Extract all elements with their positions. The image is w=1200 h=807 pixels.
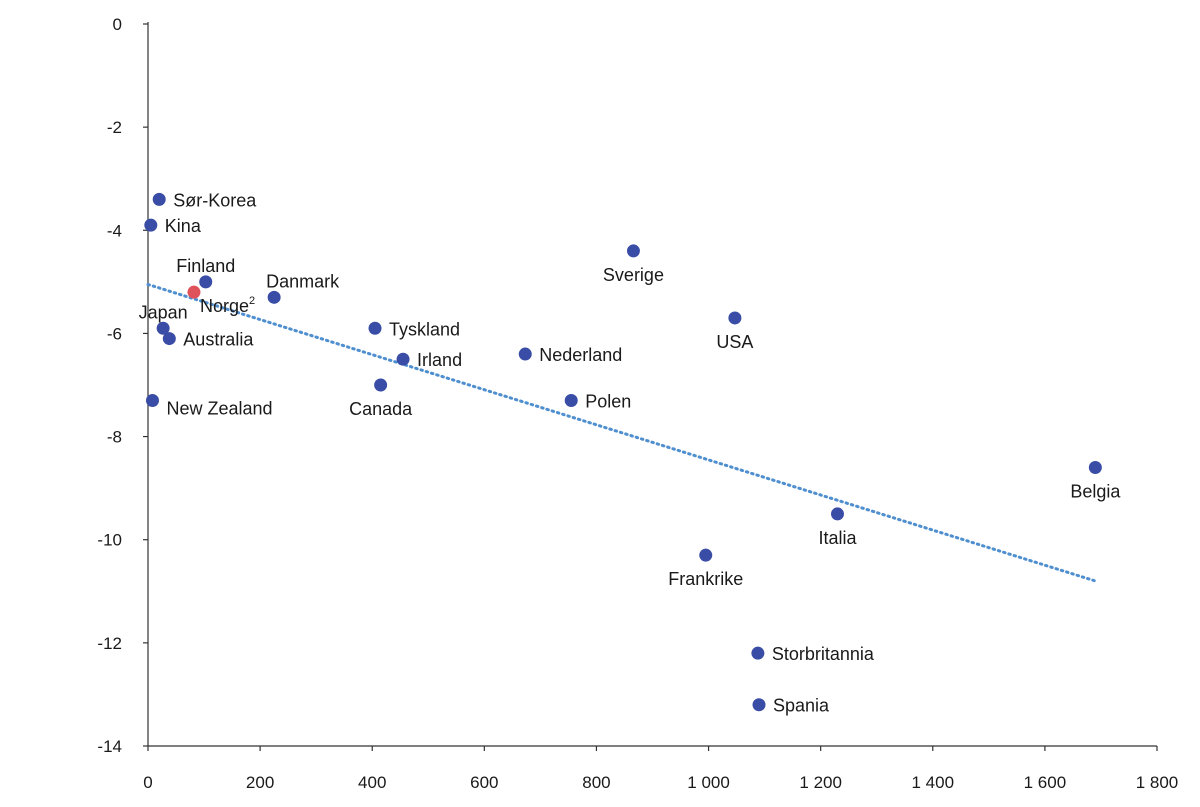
point-label: Japan: [139, 302, 188, 322]
point-label-text: Sør-Korea: [173, 190, 257, 210]
point-label: Canada: [349, 399, 413, 419]
data-point: [368, 321, 382, 335]
point-label: Finland: [176, 256, 235, 276]
data-point: [187, 285, 201, 299]
data-point: [162, 332, 176, 346]
data-point: [626, 244, 640, 258]
point-label: Kina: [165, 216, 202, 236]
point-label-text: Nederland: [539, 345, 622, 365]
y-tick-label: -10: [97, 531, 122, 550]
point-label-superscript: 2: [249, 295, 255, 307]
point-label-text: New Zealand: [166, 398, 272, 418]
point-label: Italia: [818, 528, 857, 548]
data-point: [267, 290, 281, 304]
y-tick-label: -8: [107, 428, 122, 447]
trendline-group: [146, 282, 1097, 583]
point-label: Spania: [773, 696, 830, 716]
point-label-text: Danmark: [266, 271, 340, 291]
x-tick-label: 1 600: [1024, 773, 1067, 792]
point-label-text: Storbritannia: [772, 644, 875, 664]
point-label: Australia: [183, 330, 254, 350]
point-label: Storbritannia: [772, 644, 875, 664]
point-label-text: Australia: [183, 330, 254, 350]
data-point: [564, 393, 578, 407]
x-tick-label: 1 200: [799, 773, 842, 792]
point-label: Belgia: [1070, 482, 1121, 502]
trendline: [146, 282, 1097, 583]
data-point: [144, 218, 158, 232]
x-tick-label: 1 800: [1136, 773, 1179, 792]
point-label: Tyskland: [389, 319, 460, 339]
data-point: [518, 347, 532, 361]
y-tick-label: -2: [107, 118, 122, 137]
point-label: Sverige: [603, 265, 664, 285]
point-label-text: Japan: [139, 302, 188, 322]
point-label: Danmark: [266, 271, 340, 291]
point-label-text: Irland: [417, 350, 462, 370]
point-label: Nederland: [539, 345, 622, 365]
y-tick-label: 0: [113, 15, 122, 34]
data-point: [699, 548, 713, 562]
point-label-text: Italia: [818, 528, 857, 548]
point-label-text: Polen: [585, 391, 631, 411]
point-label-text: Finland: [176, 256, 235, 276]
x-tick-label: 0: [143, 773, 152, 792]
y-tick-label: -14: [97, 737, 122, 756]
point-label-text: Tyskland: [389, 319, 460, 339]
data-point: [199, 275, 213, 289]
point-label-text: Canada: [349, 399, 413, 419]
point-label-text: Kina: [165, 216, 202, 236]
x-tick-label: 600: [470, 773, 498, 792]
point-label: Polen: [585, 391, 631, 411]
x-tick-label: 400: [358, 773, 386, 792]
x-tick-label: 800: [582, 773, 610, 792]
point-label-text: USA: [716, 332, 753, 352]
y-tick-label: -4: [107, 221, 122, 240]
point-label: USA: [716, 332, 753, 352]
point-label: New Zealand: [166, 398, 272, 418]
data-point: [830, 507, 844, 521]
data-point: [1088, 461, 1102, 475]
point-label-text: Spania: [773, 696, 830, 716]
data-point: [374, 378, 388, 392]
point-label-text: Norge: [200, 296, 249, 316]
x-tick-label: 200: [246, 773, 274, 792]
axes: 0 -2 -4 -6 -8 -10 -12 -14 0 200 400 600 800 1 000 1 20…: [97, 15, 1178, 792]
point-label-text: Belgia: [1070, 482, 1121, 502]
x-tick-label: 1 000: [687, 773, 730, 792]
data-point: [396, 352, 410, 366]
x-tick-label: 1 400: [912, 773, 955, 792]
y-tick-label: -6: [107, 324, 122, 343]
data-point: [728, 311, 742, 325]
y-tick-label: -12: [97, 634, 122, 653]
data-point: [156, 321, 170, 335]
points-group: [144, 192, 1102, 712]
point-label: Frankrike: [668, 569, 743, 589]
data-point: [145, 393, 159, 407]
point-labels-group: Sør-Korea Kina Finland Norge2 Danmark Japan Au…: [139, 190, 1122, 715]
data-point: [751, 646, 765, 660]
point-label-text: Frankrike: [668, 569, 743, 589]
data-point: [152, 192, 166, 206]
point-label: Irland: [417, 350, 462, 370]
data-point: [752, 698, 766, 712]
point-label: Sør-Korea: [173, 190, 257, 210]
point-label: Norge2: [200, 295, 255, 316]
point-label-text: Sverige: [603, 265, 664, 285]
